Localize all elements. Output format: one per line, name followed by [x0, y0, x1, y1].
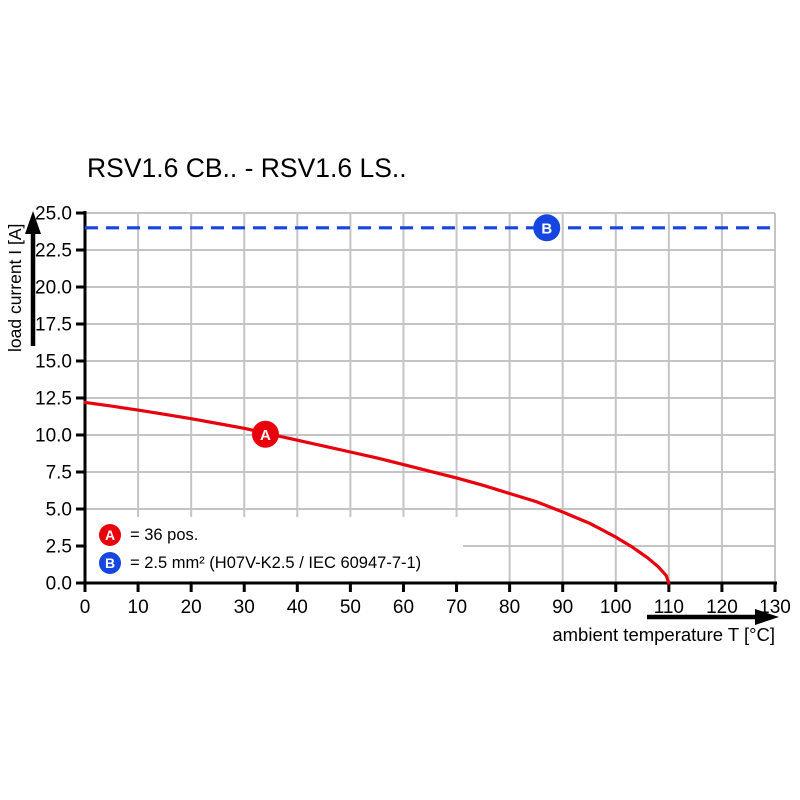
y-tick-label: 25.0 [35, 204, 72, 225]
marker-a-badge-icon [251, 420, 279, 448]
y-tick-label: 20.0 [35, 278, 72, 299]
y-tick-label: 12.5 [35, 389, 72, 410]
chart-title: RSV1.6 CB.. - RSV1.6 LS.. [87, 153, 407, 183]
y-tick-label: 15.0 [35, 352, 72, 373]
legend-a-badge-icon: A [99, 524, 121, 546]
x-tick-label: 110 [654, 597, 684, 618]
x-axis-label: ambient temperature T [°C] [552, 624, 775, 645]
legend-item-b: B = 2.5 mm² (H07V-K2.5 / IEC 60947-7-1) [87, 551, 463, 575]
y-tick-label: 7.5 [46, 463, 72, 484]
x-tick-label: 130 [759, 597, 791, 618]
x-tick-label: 20 [181, 597, 202, 618]
marker-a-letter: A [260, 427, 271, 444]
legend-item-a: A = 36 pos. [87, 523, 463, 547]
x-tick-label: 70 [446, 597, 467, 618]
y-tick-label: 0.0 [46, 574, 72, 595]
marker-b-badge-icon [533, 214, 561, 242]
x-tick-label: 80 [499, 597, 520, 618]
x-tick-label: 30 [234, 597, 255, 618]
legend-b-text: = 2.5 mm² (H07V-K2.5 / IEC 60947-7-1) [130, 553, 422, 572]
x-tick-label: 120 [706, 597, 738, 618]
x-axis-arrow-icon [755, 609, 779, 625]
y-tick-label: 22.5 [35, 241, 72, 262]
y-tick-label: 10.0 [35, 426, 72, 447]
y-tick-label: 5.0 [46, 500, 72, 521]
x-tick-label: 100 [600, 597, 632, 618]
x-tick-label: 90 [552, 597, 573, 618]
y-tick-label: 2.5 [46, 537, 72, 558]
x-tick-label: 60 [393, 597, 414, 618]
legend-b-badge-icon: B [99, 552, 121, 574]
marker-b-letter: B [541, 220, 552, 237]
y-axis-label: load current I [A] [5, 223, 25, 352]
legend-a-text: = 36 pos. [130, 525, 199, 544]
legend: A = 36 pos. B = 2.5 mm² (H07V-K2.5 / IEC… [87, 517, 463, 581]
x-tick-label: 0 [80, 597, 91, 618]
x-tick-label: 40 [287, 597, 308, 618]
y-tick-label: 17.5 [35, 315, 72, 336]
x-tick-label: 10 [128, 597, 149, 618]
y-axis-arrow-icon [25, 211, 41, 234]
series-a-curve [83, 400, 671, 585]
x-tick-label: 50 [340, 597, 361, 618]
